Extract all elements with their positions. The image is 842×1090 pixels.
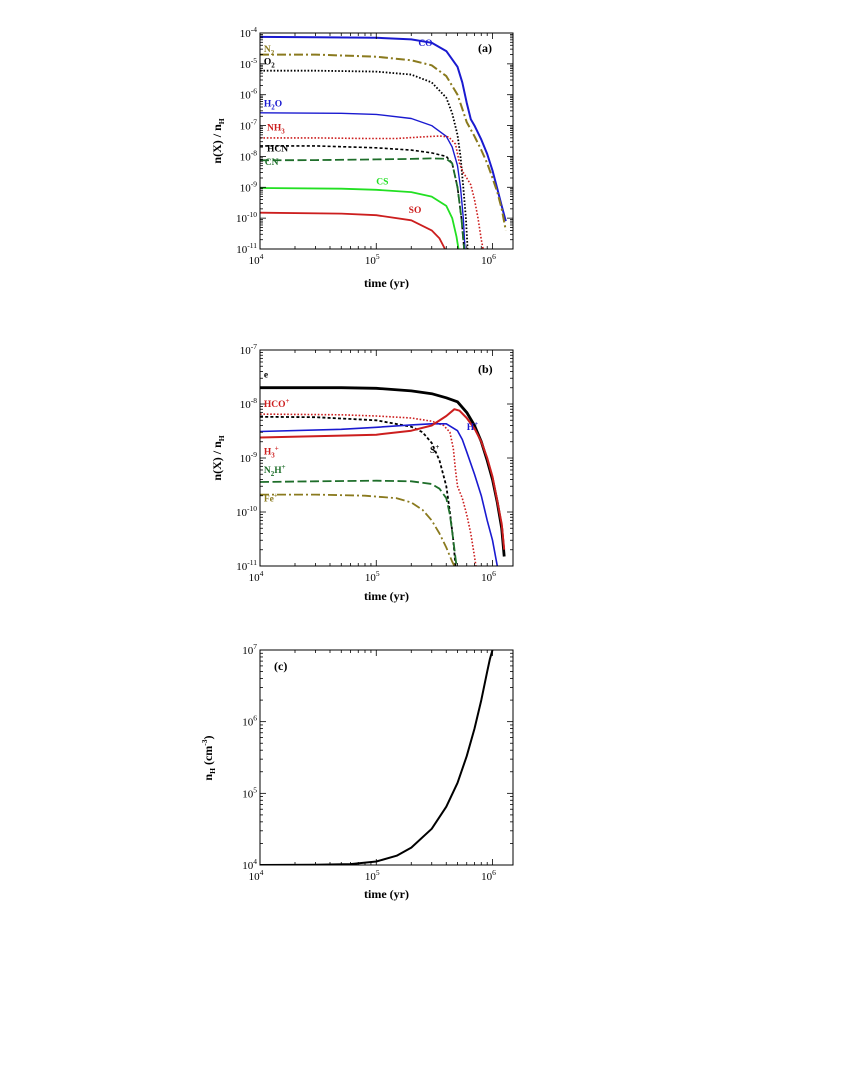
series-label-o2: O2 [264, 58, 275, 70]
series-line-nh3 [260, 135, 484, 249]
series-line-o2 [260, 69, 469, 249]
y-tick-label: 10-7 [240, 118, 257, 133]
series-label-cs: CS [376, 177, 388, 187]
series-label-co: CO [418, 39, 432, 49]
x-axis-title: time (yr) [364, 589, 409, 603]
x-tick-label: 104 [249, 569, 264, 584]
series-label-hco-: HCO+ [264, 397, 290, 410]
series-label-cn: CN [265, 158, 279, 168]
y-tick-label: 10-7 [240, 342, 257, 357]
x-axis-title: time (yr) [364, 887, 409, 901]
y-tick-label: 10-9 [240, 450, 257, 465]
series-lines [260, 35, 507, 249]
y-tick-label: 10-5 [240, 56, 257, 71]
series-label-e: e [264, 370, 268, 380]
x-axis-title: time (yr) [364, 276, 409, 290]
series-line-nh [260, 650, 494, 865]
y-tick-label: 107 [242, 642, 257, 657]
y-tick-label: 10-10 [236, 210, 257, 225]
y-tick-label: 10-4 [240, 25, 257, 40]
axis-ticks [259, 349, 513, 567]
series-line-h3- [260, 408, 506, 550]
x-tick-label: 105 [365, 868, 380, 883]
x-tick-label: 104 [249, 252, 264, 267]
series-label-s-: S+ [430, 443, 439, 456]
plot-frame [259, 649, 514, 866]
y-tick-label: 10-10 [236, 504, 257, 519]
x-tick-label: 104 [249, 868, 264, 883]
series-label-n2h-: N2H+ [264, 463, 286, 478]
y-tick-label: 10-6 [240, 87, 257, 102]
series-lines [260, 386, 506, 566]
panel-b: 104 105 106 10-11 10-10 10-9 10-8 10-7 (b) time (… [210, 342, 514, 603]
axis-ticks [259, 32, 513, 250]
y-axis-title: nH (cm-3) [200, 735, 217, 780]
series-line-co [260, 35, 507, 222]
series-label-h3-: H3+ [264, 445, 279, 460]
series-label-h2o: H2O [264, 99, 282, 111]
series-line-s- [260, 415, 457, 566]
series-lines [260, 650, 494, 865]
series-line-cn [260, 157, 465, 249]
series-label-n2: N2 [264, 45, 275, 57]
axis-ticks [259, 649, 513, 866]
y-tick-label: 10-8 [240, 148, 257, 163]
series-label-hcn: HCN [267, 144, 288, 154]
series-label-nh3: NH3 [267, 124, 285, 136]
plot-frame [259, 32, 514, 250]
y-axis-title: n(X) / nH [210, 435, 226, 480]
panel-a: 104 105 106 10-11 10-10 10-9 10-8 10-7 10-6 10-5 1… [210, 25, 514, 290]
series-line-so [260, 211, 446, 249]
series-line-fe- [260, 493, 456, 566]
x-tick-label: 105 [365, 252, 380, 267]
series-label-h-: H+ [467, 420, 478, 433]
y-tick-label: 10-9 [240, 179, 257, 194]
x-tick-label: 105 [365, 569, 380, 584]
series-line-n2h- [260, 479, 458, 566]
panel-c: 104 105 106 104 105 106 107 (c) time (yr) nH (cm-… [200, 642, 514, 901]
series-line-n2 [260, 53, 507, 231]
y-tick-label: 106 [242, 714, 257, 729]
panel-tag: (a) [478, 41, 492, 55]
series-line-e [260, 386, 506, 557]
x-tick-label: 106 [481, 252, 496, 267]
y-tick-label: 10-11 [236, 241, 257, 256]
panel-tag: (c) [274, 659, 287, 673]
y-tick-label: 105 [242, 785, 257, 800]
series-label-fe-: Fe+ [264, 492, 278, 505]
series-label-so: SO [409, 206, 422, 216]
series-line-cs [260, 187, 460, 249]
y-tick-label: 10-8 [240, 396, 257, 411]
y-tick-label: 10-11 [236, 558, 257, 573]
series-line-h- [260, 422, 499, 566]
y-axis-title: n(X) / nH [210, 118, 226, 163]
series-line-h2o [260, 112, 466, 249]
x-tick-label: 106 [481, 868, 496, 883]
x-tick-label: 106 [481, 569, 496, 584]
plot-frame [259, 349, 514, 567]
panel-tag: (b) [478, 362, 493, 376]
y-tick-label: 104 [242, 857, 257, 872]
